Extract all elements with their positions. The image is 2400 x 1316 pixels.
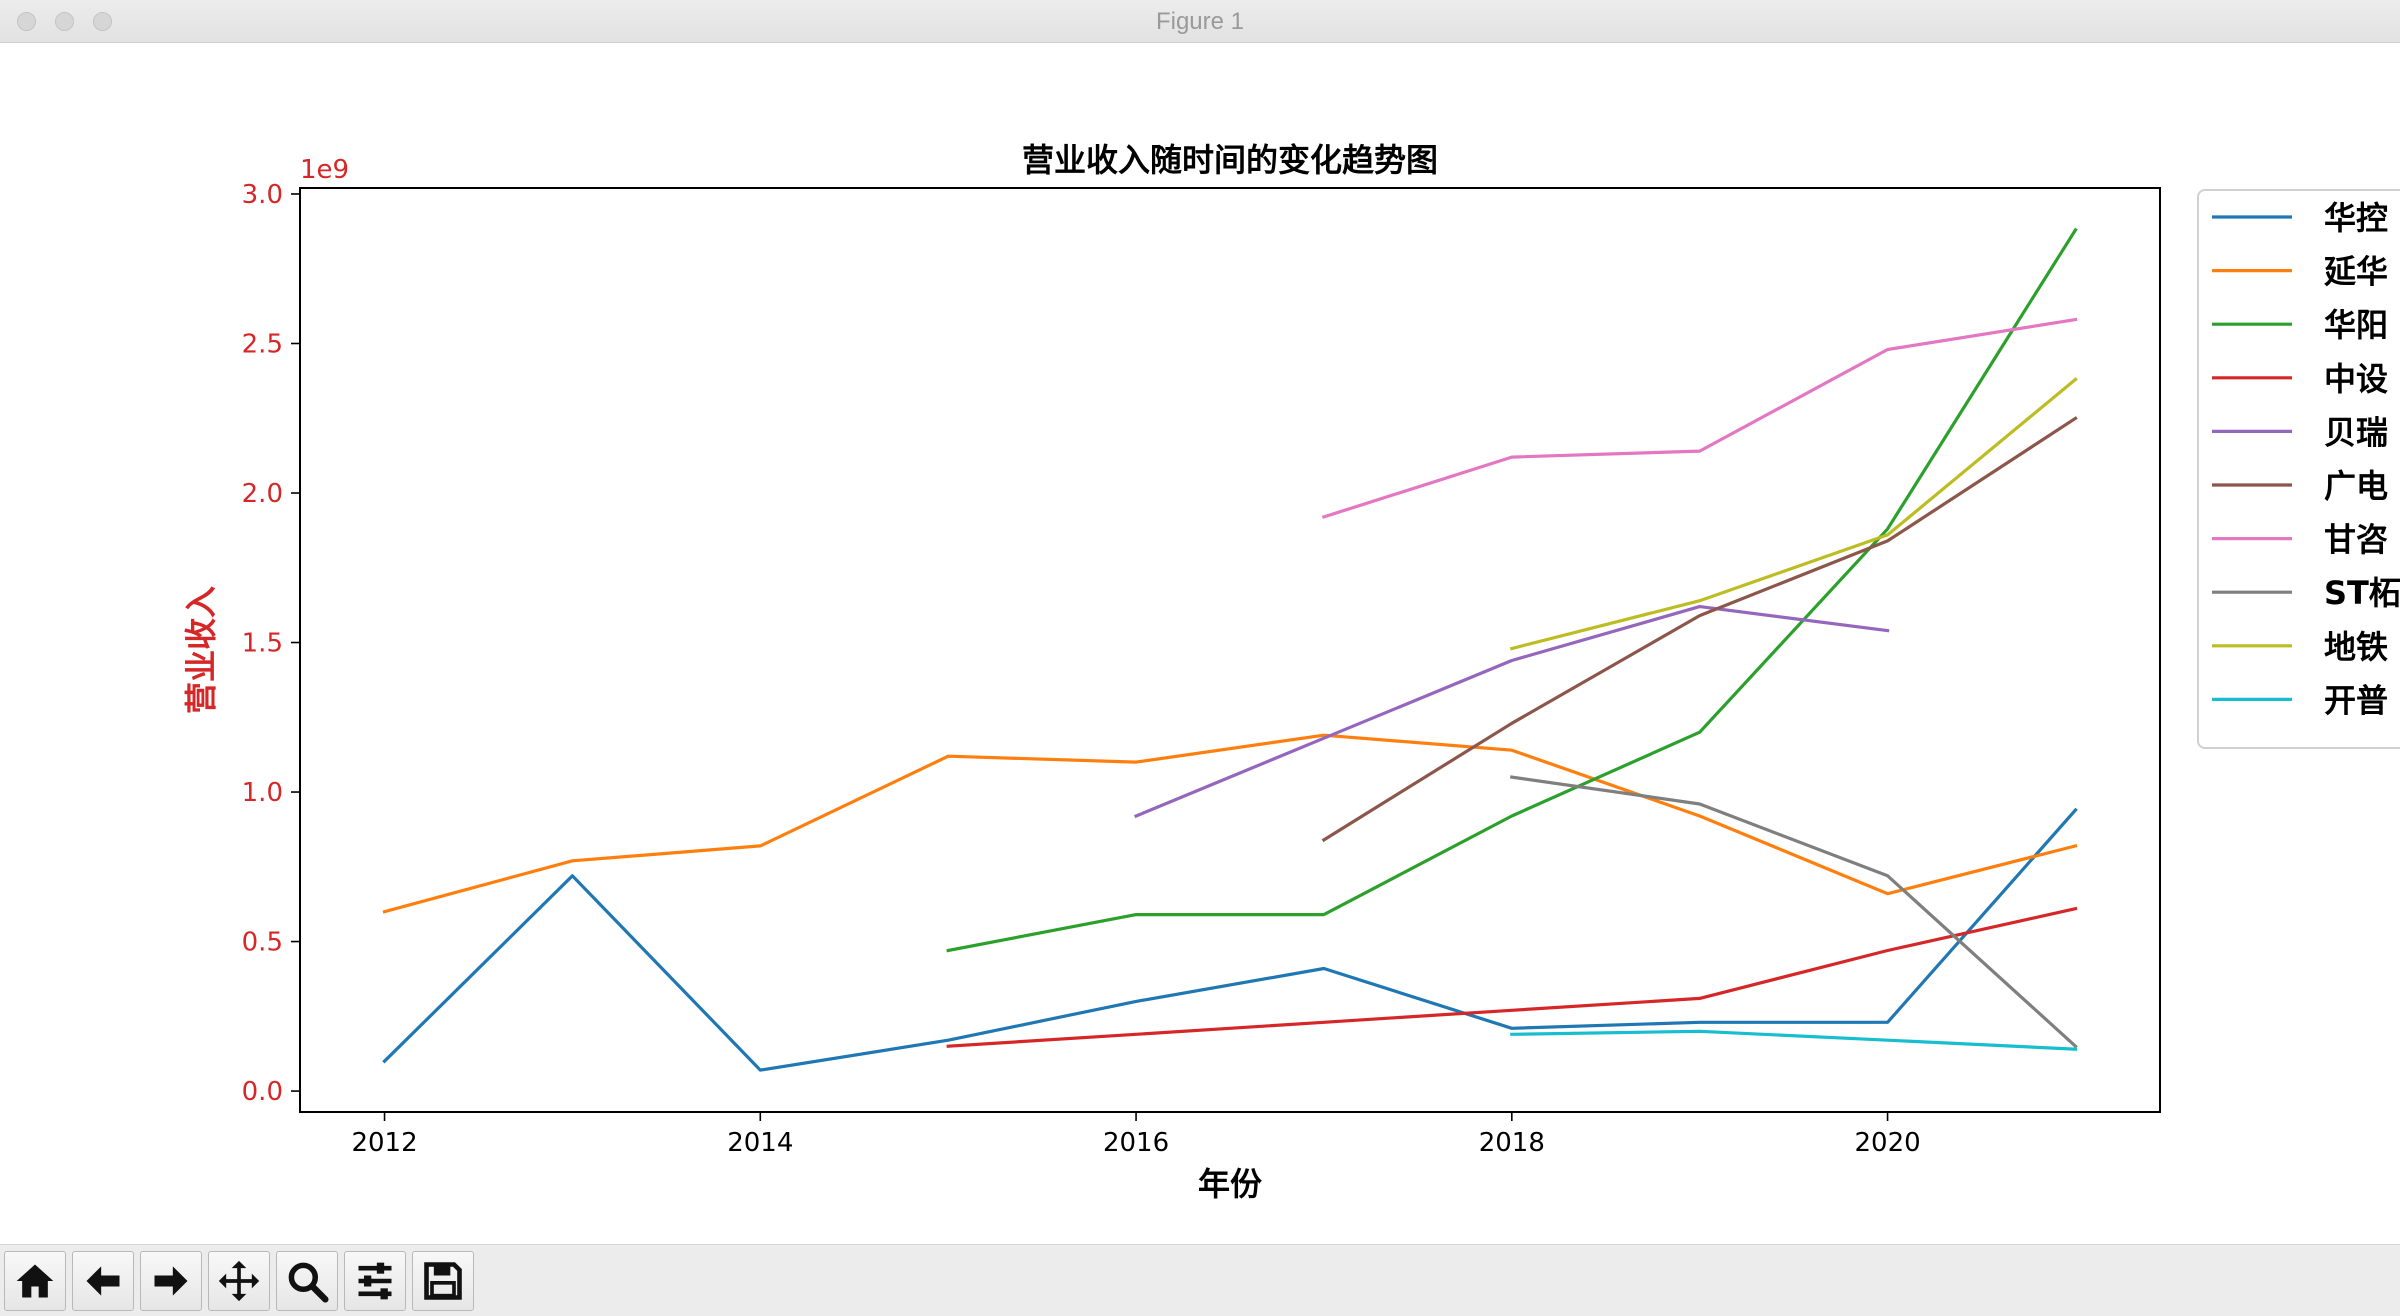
zoom-button[interactable]	[276, 1251, 338, 1311]
forward-button[interactable]	[140, 1251, 202, 1311]
x-axis-label: 年份	[1198, 1165, 1262, 1203]
series-line-4	[1134, 604, 1890, 819]
series-line-6	[1321, 317, 2078, 519]
arrow-right-icon	[154, 1266, 188, 1296]
y-tick-label: 1.0	[242, 778, 283, 808]
home-icon	[16, 1264, 54, 1298]
series-line-3	[946, 906, 2078, 1048]
configure-subplots-button[interactable]	[344, 1251, 406, 1311]
move-icon	[218, 1260, 260, 1302]
series-line-0	[382, 807, 2078, 1072]
series-line-1	[382, 733, 2078, 914]
y-tick-label: 3.0	[242, 180, 283, 210]
close-window-button[interactable]	[17, 12, 36, 31]
legend-label-1: 延华	[2323, 253, 2388, 291]
legend-label-0: 华控	[2324, 199, 2388, 237]
legend-label-5: 广电	[2324, 467, 2388, 505]
legend-label-3: 中设	[2324, 360, 2388, 398]
floppy-disk-icon	[424, 1262, 462, 1300]
x-tick-label: 2016	[1103, 1128, 1169, 1158]
navigation-toolbar	[0, 1244, 2400, 1316]
y-tick-label: 2.5	[242, 329, 283, 359]
window-titlebar: Figure 1	[0, 0, 2400, 43]
legend-label-6: 甘咨	[2324, 521, 2388, 559]
legend-label-2: 华阳	[2324, 306, 2388, 344]
series-line-9	[1510, 1029, 2078, 1051]
back-button[interactable]	[72, 1251, 134, 1311]
arrow-left-icon	[86, 1266, 120, 1296]
window-title: Figure 1	[1155, 8, 1245, 35]
zoom-window-button[interactable]	[93, 12, 112, 31]
legend-label-9: 开普	[2324, 681, 2388, 719]
plot-frame	[299, 187, 2161, 1113]
legend-box	[2197, 189, 2400, 749]
pan-button[interactable]	[208, 1251, 270, 1311]
y-tick-label: 2.0	[242, 479, 283, 509]
y-tick-label: 0.0	[242, 1077, 283, 1107]
x-tick-label: 2020	[1854, 1128, 1920, 1158]
legend-label-8: 地铁	[2324, 628, 2388, 666]
x-tick-label: 2018	[1479, 1128, 1545, 1158]
series-line-5	[1321, 416, 2078, 843]
x-tick-label: 2014	[727, 1128, 793, 1158]
y-offset-text: 1e9	[300, 155, 349, 185]
legend-label-4: 贝瑞	[2324, 413, 2388, 451]
sliders-icon	[358, 1262, 392, 1300]
save-button[interactable]	[412, 1251, 474, 1311]
series-line-2	[946, 227, 2078, 953]
x-tick-label: 2012	[351, 1128, 417, 1158]
home-button[interactable]	[4, 1251, 66, 1311]
y-axis-label: 营业收入	[182, 586, 220, 714]
y-tick-label: 0.5	[242, 928, 283, 958]
minimize-window-button[interactable]	[55, 12, 74, 31]
legend-label-7: ST柘	[2324, 574, 2400, 612]
y-tick-label: 1.5	[242, 629, 283, 659]
series-line-8	[1509, 377, 2078, 651]
series-line-7	[1509, 775, 2078, 1049]
chart-title: 营业收入随时间的变化趋势图	[1022, 141, 1438, 179]
magnifier-icon	[288, 1262, 329, 1303]
line-chart: 2012 2014 2016 2018 2020 0.0 0.5 1.0 1.5 2.0 2.5 3.…	[182, 141, 2400, 1203]
